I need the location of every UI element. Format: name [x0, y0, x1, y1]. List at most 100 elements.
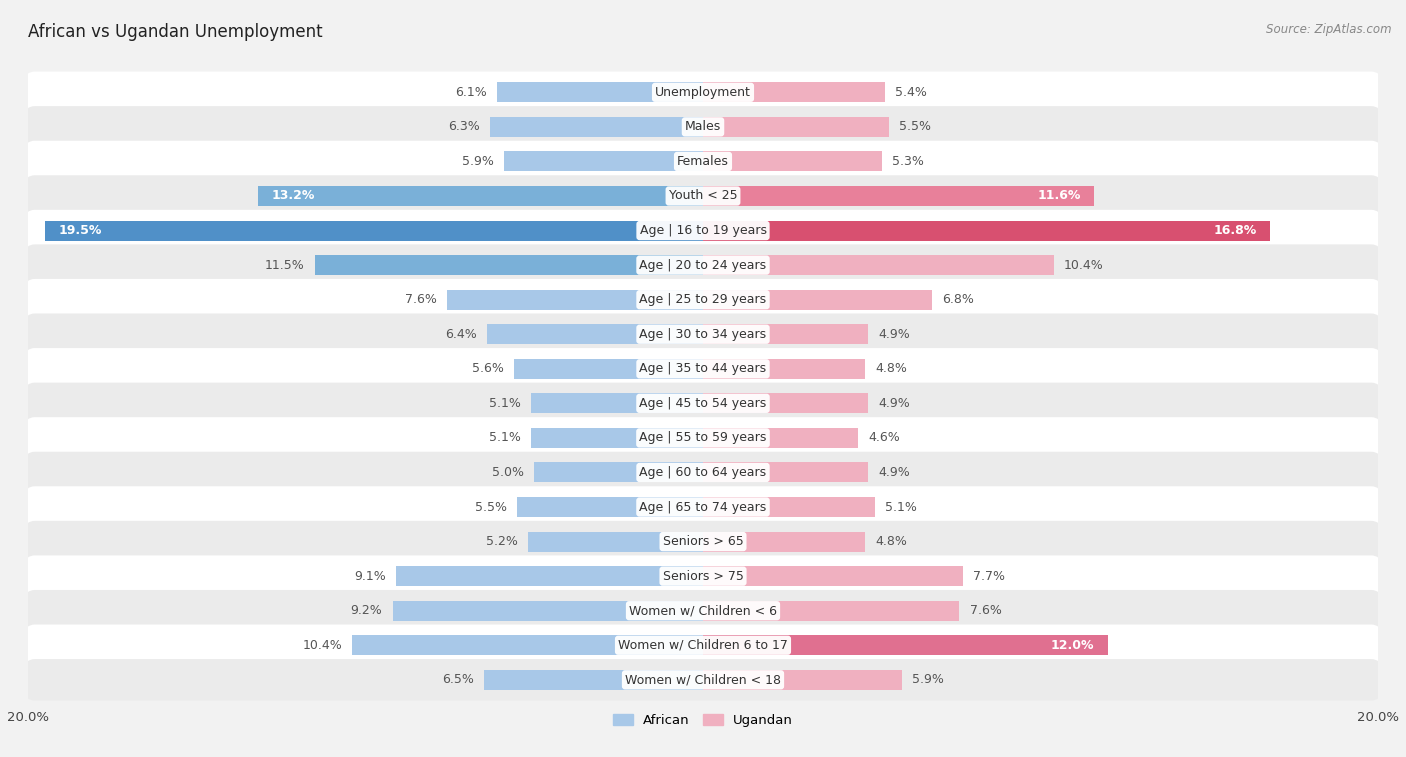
Bar	[703, 635, 1108, 656]
Bar	[257, 186, 703, 206]
Text: 13.2%: 13.2%	[271, 189, 315, 202]
Bar	[703, 324, 869, 344]
Text: 10.4%: 10.4%	[1064, 259, 1104, 272]
Bar	[703, 394, 869, 413]
Text: 5.1%: 5.1%	[886, 500, 917, 513]
Text: 4.6%: 4.6%	[869, 431, 900, 444]
Bar	[703, 83, 886, 102]
FancyBboxPatch shape	[25, 659, 1381, 700]
FancyBboxPatch shape	[25, 313, 1381, 355]
Text: 4.9%: 4.9%	[879, 466, 910, 479]
Text: 10.4%: 10.4%	[302, 639, 342, 652]
Text: 5.9%: 5.9%	[912, 673, 943, 687]
FancyBboxPatch shape	[25, 521, 1381, 562]
Bar	[515, 359, 703, 378]
Bar	[703, 151, 882, 171]
Text: Age | 60 to 64 years: Age | 60 to 64 years	[640, 466, 766, 479]
Text: Age | 25 to 29 years: Age | 25 to 29 years	[640, 293, 766, 306]
Bar	[703, 290, 932, 310]
Bar	[703, 255, 1054, 275]
Text: 5.4%: 5.4%	[896, 86, 927, 99]
FancyBboxPatch shape	[25, 625, 1381, 666]
Text: 5.3%: 5.3%	[891, 155, 924, 168]
Bar	[531, 428, 703, 448]
FancyBboxPatch shape	[25, 417, 1381, 459]
Text: Unemployment: Unemployment	[655, 86, 751, 99]
FancyBboxPatch shape	[25, 382, 1381, 424]
Text: Source: ZipAtlas.com: Source: ZipAtlas.com	[1267, 23, 1392, 36]
Text: 5.9%: 5.9%	[463, 155, 494, 168]
Text: 5.1%: 5.1%	[489, 397, 520, 410]
Bar	[534, 463, 703, 482]
Bar	[703, 186, 1094, 206]
FancyBboxPatch shape	[25, 176, 1381, 217]
Bar	[396, 566, 703, 586]
Text: 7.6%: 7.6%	[970, 604, 1001, 617]
FancyBboxPatch shape	[25, 279, 1381, 320]
Text: Age | 30 to 34 years: Age | 30 to 34 years	[640, 328, 766, 341]
FancyBboxPatch shape	[25, 210, 1381, 251]
Bar	[352, 635, 703, 656]
Text: 9.1%: 9.1%	[354, 570, 385, 583]
Text: 5.5%: 5.5%	[898, 120, 931, 133]
Text: Age | 55 to 59 years: Age | 55 to 59 years	[640, 431, 766, 444]
Bar	[447, 290, 703, 310]
Text: Age | 45 to 54 years: Age | 45 to 54 years	[640, 397, 766, 410]
Text: 5.2%: 5.2%	[485, 535, 517, 548]
Bar	[703, 463, 869, 482]
Bar	[703, 428, 858, 448]
Text: Seniors > 75: Seniors > 75	[662, 570, 744, 583]
Text: 5.0%: 5.0%	[492, 466, 524, 479]
Bar	[45, 220, 703, 241]
Text: Age | 16 to 19 years: Age | 16 to 19 years	[640, 224, 766, 237]
Text: Age | 65 to 74 years: Age | 65 to 74 years	[640, 500, 766, 513]
FancyBboxPatch shape	[25, 72, 1381, 113]
Text: Age | 35 to 44 years: Age | 35 to 44 years	[640, 363, 766, 375]
Bar	[498, 83, 703, 102]
Bar	[486, 324, 703, 344]
FancyBboxPatch shape	[25, 590, 1381, 631]
Bar	[703, 601, 959, 621]
Text: Females: Females	[678, 155, 728, 168]
Text: Women w/ Children < 18: Women w/ Children < 18	[626, 673, 780, 687]
Text: 4.9%: 4.9%	[879, 397, 910, 410]
FancyBboxPatch shape	[25, 556, 1381, 597]
Text: 6.3%: 6.3%	[449, 120, 481, 133]
Text: 5.5%: 5.5%	[475, 500, 508, 513]
Text: 12.0%: 12.0%	[1050, 639, 1094, 652]
Text: Seniors > 65: Seniors > 65	[662, 535, 744, 548]
Text: Women w/ Children < 6: Women w/ Children < 6	[628, 604, 778, 617]
Text: 7.7%: 7.7%	[973, 570, 1005, 583]
Text: 4.8%: 4.8%	[875, 363, 907, 375]
FancyBboxPatch shape	[25, 452, 1381, 494]
Legend: African, Ugandan: African, Ugandan	[607, 709, 799, 732]
Bar	[703, 359, 865, 378]
FancyBboxPatch shape	[25, 348, 1381, 390]
Bar	[703, 670, 903, 690]
Text: 5.1%: 5.1%	[489, 431, 520, 444]
Bar	[703, 117, 889, 137]
Bar	[392, 601, 703, 621]
FancyBboxPatch shape	[25, 245, 1381, 286]
Bar	[527, 531, 703, 552]
Bar	[531, 394, 703, 413]
Bar	[503, 151, 703, 171]
Text: 11.6%: 11.6%	[1038, 189, 1081, 202]
Bar	[703, 220, 1270, 241]
Text: Youth < 25: Youth < 25	[669, 189, 737, 202]
Text: 5.6%: 5.6%	[472, 363, 503, 375]
Text: Women w/ Children 6 to 17: Women w/ Children 6 to 17	[619, 639, 787, 652]
Text: 6.1%: 6.1%	[456, 86, 486, 99]
Text: Age | 20 to 24 years: Age | 20 to 24 years	[640, 259, 766, 272]
FancyBboxPatch shape	[25, 486, 1381, 528]
Bar	[703, 531, 865, 552]
FancyBboxPatch shape	[25, 141, 1381, 182]
Bar	[315, 255, 703, 275]
Text: 19.5%: 19.5%	[59, 224, 101, 237]
Bar	[517, 497, 703, 517]
Text: 4.8%: 4.8%	[875, 535, 907, 548]
Bar	[491, 117, 703, 137]
Text: 6.4%: 6.4%	[446, 328, 477, 341]
Text: 6.5%: 6.5%	[441, 673, 474, 687]
Bar	[703, 566, 963, 586]
